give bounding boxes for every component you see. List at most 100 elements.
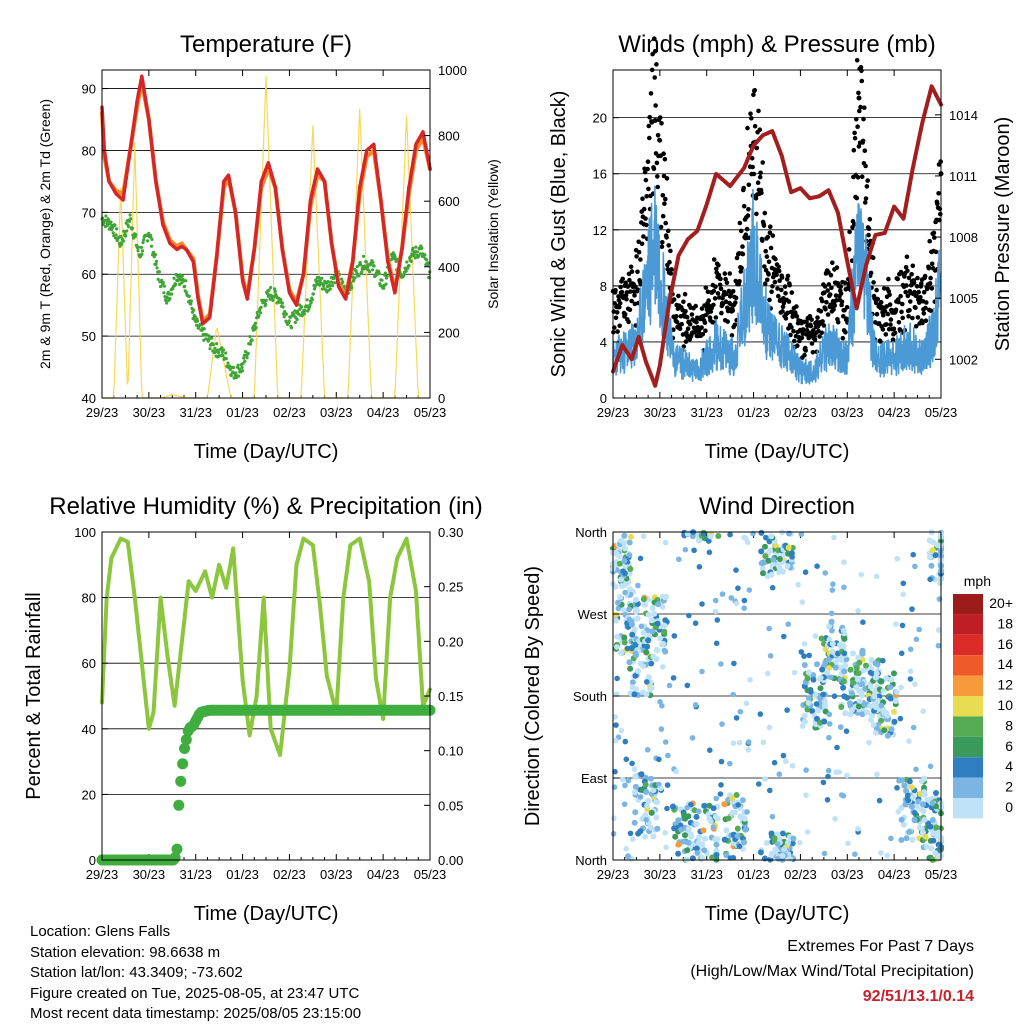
x-tick-label: 29/23	[597, 867, 630, 882]
point-dewpoint	[305, 298, 309, 302]
point-gust	[888, 317, 894, 322]
series-line-wind	[612, 185, 942, 385]
point-direction	[898, 816, 905, 823]
point-gust	[915, 275, 920, 281]
point-dewpoint	[259, 311, 263, 315]
point-direction	[869, 712, 876, 719]
point-gust	[856, 144, 862, 149]
point-direction	[743, 700, 750, 707]
point-direction	[891, 670, 897, 677]
point-direction	[868, 657, 875, 663]
point-direction	[621, 801, 628, 807]
point-gust	[890, 337, 896, 343]
point-dewpoint	[297, 303, 301, 307]
point-gust	[684, 314, 690, 320]
point-dewpoint	[176, 279, 180, 283]
point-direction	[614, 633, 621, 640]
panel-humidity	[96, 532, 436, 866]
point-direction	[900, 591, 906, 598]
recent-data-text: Most recent data timestamp: 2025/08/05 2…	[30, 1005, 362, 1022]
point-gust	[834, 265, 840, 270]
point-direction	[637, 555, 644, 562]
point-precip	[177, 758, 189, 770]
point-dewpoint	[257, 313, 261, 318]
point-direction	[867, 703, 874, 710]
point-direction	[781, 846, 788, 853]
x-tick-label: 05/23	[414, 405, 447, 420]
point-direction	[644, 679, 650, 685]
point-gust	[789, 290, 795, 295]
point-direction	[799, 723, 806, 729]
point-dewpoint	[341, 280, 345, 284]
point-dewpoint	[141, 241, 145, 245]
point-direction	[684, 847, 691, 854]
point-dewpoint	[226, 361, 230, 365]
point-dewpoint	[413, 256, 417, 260]
point-gust	[627, 277, 632, 283]
point-gust	[677, 326, 683, 332]
point-gust	[794, 304, 799, 309]
point-direction	[647, 824, 654, 831]
y-tick-label: 4	[600, 335, 607, 350]
point-direction	[661, 622, 668, 629]
point-gust	[658, 224, 664, 230]
point-gust	[703, 328, 708, 334]
point-dewpoint	[216, 351, 220, 355]
point-gust	[674, 314, 679, 319]
point-direction	[820, 691, 826, 698]
point-direction	[621, 639, 628, 646]
point-gust	[643, 177, 649, 183]
point-gust	[745, 125, 750, 131]
point-direction	[702, 835, 708, 842]
point-direction	[896, 778, 902, 784]
y-tick-label: 20	[82, 787, 96, 802]
plot-border	[612, 69, 942, 399]
point-gust	[895, 276, 900, 282]
point-direction	[629, 760, 635, 767]
y-tick-label: 90	[82, 82, 96, 97]
point-gust	[763, 248, 768, 254]
y-tick-label: 0.30	[438, 525, 463, 540]
point-dewpoint	[296, 309, 300, 313]
point-dewpoint	[255, 310, 259, 315]
point-gust	[660, 193, 666, 198]
point-direction	[906, 778, 913, 785]
point-direction	[806, 652, 812, 659]
point-direction	[829, 627, 835, 634]
point-direction	[870, 722, 877, 729]
point-gust	[855, 175, 861, 180]
point-gust	[854, 195, 860, 201]
point-direction	[632, 809, 639, 816]
point-gust	[654, 160, 660, 166]
point-direction	[809, 708, 816, 714]
point-direction	[917, 791, 924, 797]
colorbar-label: 10	[997, 697, 1013, 713]
point-dewpoint	[161, 281, 165, 285]
point-direction	[933, 790, 939, 796]
point-direction	[659, 604, 666, 610]
point-dewpoint	[317, 276, 321, 280]
y-axis-label: Percent & Total Rainfall	[23, 592, 45, 800]
point-dewpoint	[318, 279, 322, 283]
point-gust	[865, 178, 870, 183]
point-gust	[780, 309, 785, 314]
point-direction	[715, 533, 722, 539]
point-gust	[737, 220, 743, 226]
x-tick-label: 02/23	[273, 405, 306, 420]
point-direction	[664, 782, 671, 788]
point-direction	[626, 552, 633, 558]
point-direction	[771, 759, 778, 766]
point-direction	[907, 676, 914, 682]
point-gust	[852, 135, 858, 141]
point-direction	[841, 668, 848, 675]
point-dewpoint	[254, 325, 258, 330]
point-direction	[648, 617, 655, 624]
point-direction	[714, 815, 721, 822]
point-direction	[812, 691, 819, 698]
point-direction	[804, 675, 811, 682]
point-gust	[762, 281, 768, 287]
point-gust	[752, 123, 758, 129]
point-gust	[624, 296, 629, 302]
point-gust	[844, 316, 849, 322]
point-direction	[632, 672, 639, 679]
